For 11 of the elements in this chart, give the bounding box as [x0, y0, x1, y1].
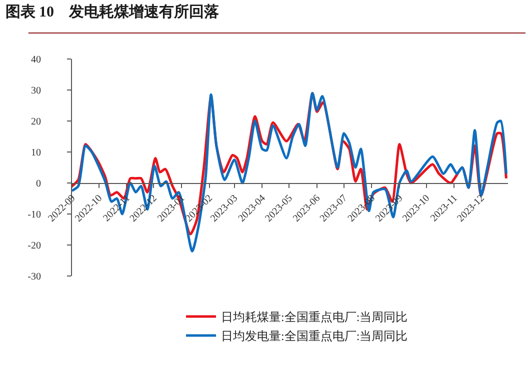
- y-tick-label: 40: [31, 54, 41, 66]
- legend-label: 日均耗煤量:全国重点电厂:当周同比: [221, 310, 408, 324]
- y-tick-label: 10: [31, 148, 41, 158]
- y-tick-label: 20: [31, 116, 41, 128]
- y-tick-label: 30: [31, 86, 41, 96]
- y-tick-label: 0: [36, 178, 41, 190]
- y-tick-label: -30: [28, 272, 41, 282]
- y-tick-label: -10: [28, 210, 41, 220]
- chart-title: 图表 10 发电耗煤增速有所回落: [5, 3, 220, 20]
- legend-label: 日均发电量:全国重点电厂:当周同比: [221, 329, 408, 344]
- y-tick-label: -20: [28, 240, 41, 252]
